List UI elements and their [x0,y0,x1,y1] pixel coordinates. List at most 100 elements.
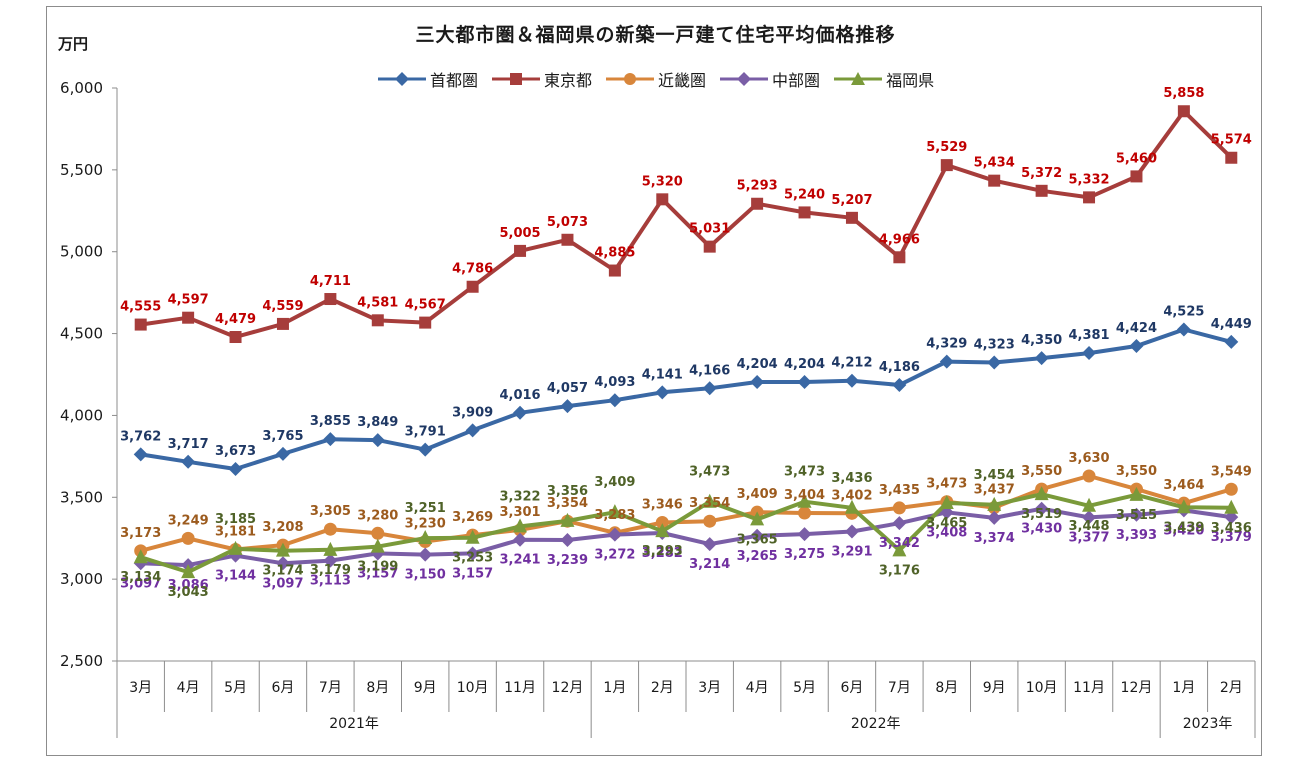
data-point-diamond [892,377,907,392]
data-label: 3,043 [168,585,209,600]
data-label: 4,479 [215,312,256,327]
data-label: 3,393 [1116,528,1157,543]
data-label: 4,381 [1068,328,1109,343]
data-label: 3,630 [1068,451,1109,466]
data-label: 5,372 [1021,166,1062,181]
data-label: 3,086 [168,578,209,593]
data-label: 3,208 [262,520,303,535]
data-label: 3,342 [879,536,920,551]
data-label: 3,282 [642,546,683,561]
data-point-triangle [1034,486,1049,501]
legend-label: 首都圏 [430,71,479,90]
legend-item-fukuoka: 福岡県 [834,67,934,91]
data-point-triangle [228,540,243,555]
data-label: 3,473 [926,477,967,492]
data-label: 3,251 [405,501,446,516]
data-point-circle [371,526,385,540]
data-point-diamond [323,432,338,447]
data-point-diamond [1082,346,1097,361]
x-tick-label: 10月 [457,680,489,696]
y-tick-label: 5,000 [60,243,103,261]
x-tick-label: 1月 [603,680,626,696]
data-point-diamond [797,375,812,390]
data-label: 5,460 [1116,151,1157,166]
data-label: 5,332 [1068,172,1109,187]
data-label: 3,179 [310,563,351,578]
x-tick-label: 2月 [1220,680,1243,696]
y-tick-label: 3,500 [60,488,103,506]
data-label: 3,464 [1163,478,1204,493]
data-point-triangle [418,530,433,545]
x-tick-label: 12月 [552,680,584,696]
y-tick-label: 4,500 [60,325,103,343]
data-point-square [134,318,147,331]
x-tick-label: 8月 [935,680,958,696]
data-label: 4,559 [262,299,303,314]
data-label: 3,549 [1211,464,1252,479]
data-label: 4,711 [310,274,351,289]
data-point-triangle [1082,497,1097,512]
data-point-diamond [560,399,575,414]
data-point-square [1083,191,1096,204]
data-label: 4,016 [499,388,540,403]
data-point-square [371,314,384,327]
data-point-square [893,251,906,264]
data-point-square [1225,151,1238,164]
data-label: 4,525 [1163,304,1204,319]
data-point-square [466,280,479,293]
data-point-circle [798,506,812,520]
data-label: 3,436 [831,471,872,486]
data-point-diamond [702,537,717,552]
data-label: 3,174 [262,564,303,579]
data-point-diamond [892,516,907,531]
data-point-triangle [181,564,196,579]
data-label: 3,185 [215,512,256,527]
data-label: 3,269 [452,510,493,525]
data-label: 3,430 [1021,522,1062,537]
data-point-diamond [702,381,717,396]
data-label: 3,519 [1021,507,1062,522]
data-label: 3,293 [642,544,683,559]
data-label: 3,849 [357,415,398,430]
data-label: 5,207 [831,193,872,208]
series-line-1 [140,109,1233,339]
data-label: 3,150 [405,568,446,583]
y-tick-label: 5,500 [60,161,103,179]
data-point-triangle [465,529,480,544]
data-label: 5,031 [689,222,730,237]
data-label: 3,265 [737,549,778,564]
data-point-triangle [133,549,148,564]
data-point-square [276,317,289,330]
data-label: 3,420 [1163,523,1204,538]
data-label: 3,173 [120,526,161,541]
data-label: 3,230 [405,516,446,531]
data-point-square [1177,105,1190,118]
data-point-diamond [133,447,148,462]
data-label: 3,379 [1211,530,1252,545]
data-label: 4,323 [974,338,1015,353]
data-label: 5,574 [1211,133,1252,148]
legend-label: 東京都 [544,71,593,90]
data-label: 3,465 [926,516,967,531]
y-tick-label: 4,000 [60,406,103,424]
data-label: 3,354 [547,496,588,511]
data-label: 3,365 [737,532,778,547]
data-label: 3,473 [784,465,825,480]
data-label: 3,717 [168,437,209,452]
data-label: 3,356 [547,484,588,499]
data-label: 5,005 [499,226,540,241]
data-point-diamond [987,510,1002,525]
y-axis-unit-label: 万円 [58,35,89,53]
data-point-square [608,264,621,277]
data-label: 3,291 [831,545,872,560]
data-label: 4,885 [594,246,635,261]
chart-title: 三大都市圏＆福岡県の新築一戸建て住宅平均価格推移 [415,24,896,46]
legend-item-chubu: 中部圏 [720,67,820,91]
data-point-circle [1224,482,1238,496]
data-label: 3,791 [405,425,446,440]
data-label: 3,181 [215,525,256,540]
data-label: 3,346 [642,497,683,512]
data-label: 5,073 [547,215,588,230]
legend-label: 福岡県 [886,71,935,90]
